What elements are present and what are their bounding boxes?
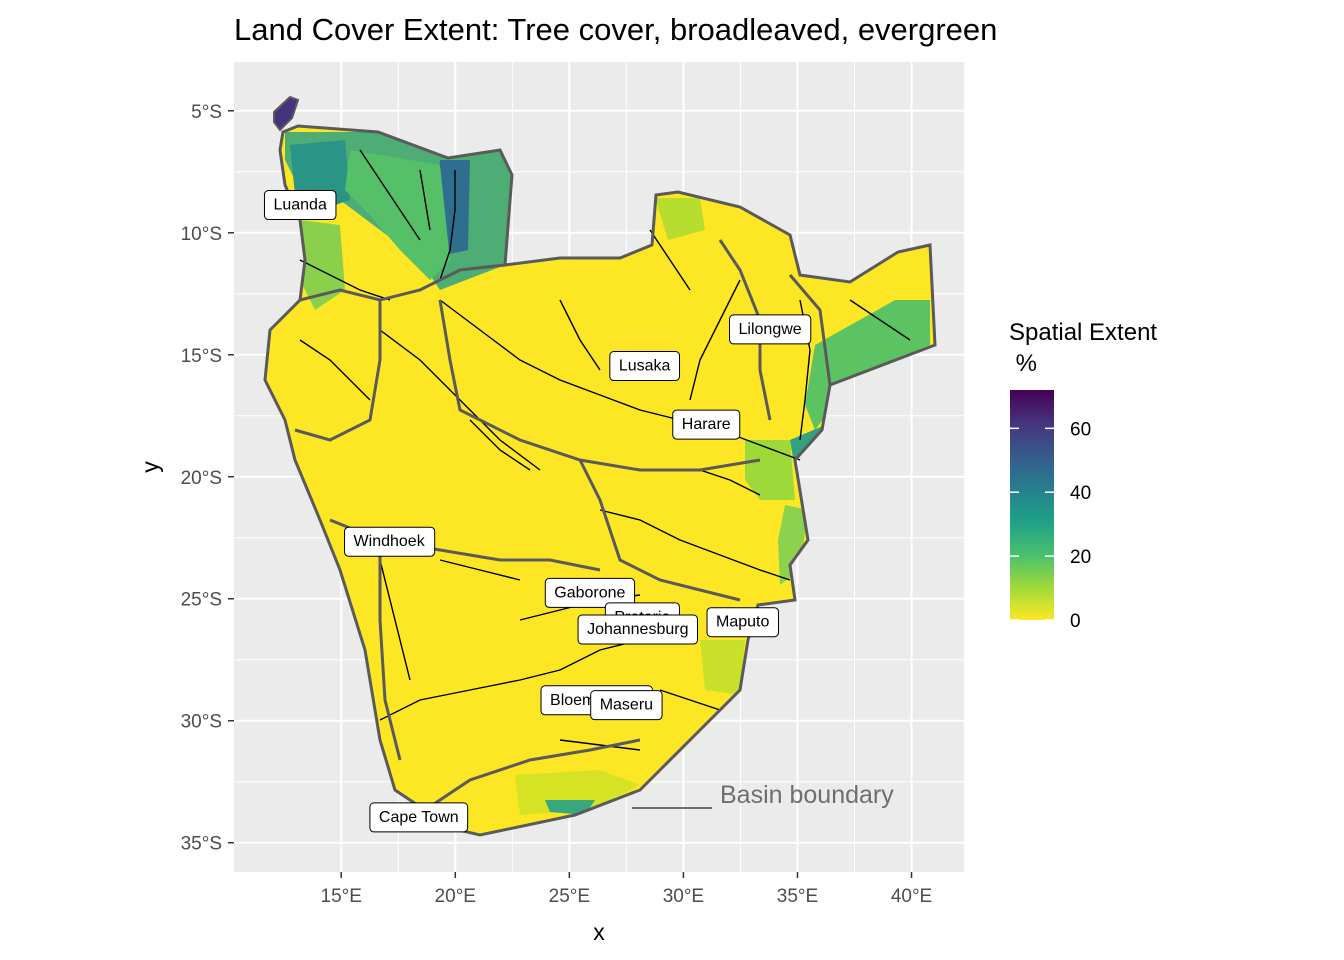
legend-tick-label: 40 [1070,483,1091,504]
cover-patch-kasai-green [345,150,450,280]
x-axis-ticks: 15°E 20°E 25°E 30°E 35°E 40°E [321,872,932,907]
city-label: Maseru [590,690,663,721]
river-fish [379,559,411,681]
x-tick-label: 40°E [891,886,932,907]
x-tick-label: 35°E [777,886,818,907]
river-save [699,469,761,496]
x-tick-label: 30°E [663,886,704,907]
city-name: Johannesburg [587,621,688,638]
river-congo-trib2 [419,169,431,231]
y-tick-label: 30°S [181,712,222,733]
cover-patch-mozambique-central [745,440,795,500]
city-label: Johannesburg [577,614,698,645]
basin-divide-congo [299,263,506,302]
river-cunene [299,339,371,401]
basin-divide-limpopo [578,459,741,602]
river-limpopo [599,509,791,581]
river-luangwa [689,279,741,401]
city-name: Lusaka [619,358,671,375]
basin-divide-rovuma [788,274,832,386]
basin-divide-southcoast [424,738,641,812]
legend: Spatial Extent % 0 20 40 60 [1009,319,1157,632]
city-label-box [263,190,337,221]
river-cuando [469,419,531,471]
y-axis-title: y [137,461,163,473]
city-label: Cape Town [369,802,469,833]
city-name: Cape Town [379,809,459,826]
x-axis-title: x [593,919,605,945]
city-label: Lilongwe [729,314,812,345]
legend-title-line2: % [1009,350,1037,377]
city-label: Lusaka [609,351,681,382]
legend-tick-label: 0 [1070,611,1081,632]
y-tick-label: 10°S [181,224,222,245]
legend-colorbar [1010,390,1054,620]
map-title: Land Cover Extent: Tree cover, broadleav… [234,12,997,47]
cover-patch-eastern-cape [515,770,640,815]
basin-divide-zambezi-south [438,299,761,472]
city-label-box [544,577,636,608]
river-rovuma [849,299,911,341]
cover-patch-kwazulu [700,640,745,695]
river-great-fish [559,739,641,751]
y-tick-label: 25°S [181,590,222,611]
river-molopo [439,559,521,581]
y-axis-ticks: 5°S 10°S 15°S 20°S 25°S 30°S 35°S [181,102,234,855]
x-tick-label: 20°E [435,886,476,907]
river-orange [379,639,641,721]
legend-ticks: 0 20 40 60 [1010,419,1091,632]
city-label-box [577,614,698,645]
x-tick-label: 15°E [321,886,362,907]
city-name: Harare [682,416,731,433]
city-label-box [706,607,779,638]
coast-outline [263,124,937,837]
land-region [265,126,935,835]
river-malawi-trib [649,229,691,291]
city-label-box [672,409,741,440]
city-label-box [590,690,663,721]
city-label: Luanda [263,190,337,221]
legend-title-line1: Spatial Extent [1009,319,1157,346]
basin-boundaries [263,124,937,837]
city-label-box [729,314,812,345]
legend-tick-label: 60 [1070,419,1091,440]
cover-patch-tanganyika [655,198,705,240]
city-name: Maseru [600,697,653,714]
legend-tick-label: 20 [1070,547,1091,568]
river-kwanza [299,259,391,301]
cover-patch-cabinda [273,95,300,132]
y-tick-label: 5°S [191,102,222,123]
city-label: Harare [672,409,741,440]
city-name: Luanda [273,197,326,214]
city-label: Maputo [706,607,779,638]
city-name: Lilongwe [739,321,802,338]
river-congo-trib1 [359,149,421,241]
river-kasai [439,170,456,281]
city-name: Maputo [716,614,769,631]
city-name: Gaborone [554,584,625,601]
cover-patch-coast-angola [300,220,345,310]
x-tick-label: 25°E [549,886,590,907]
river-tugela [659,689,721,711]
y-tick-label: 35°S [181,834,222,855]
city-label: Windhoek [344,526,436,557]
city-label-box [369,802,469,833]
basin-divide-angola [294,300,382,442]
river-zambezi [439,299,801,461]
city-label-box [609,351,681,382]
y-tick-label: 15°S [181,346,222,367]
city-name: Windhoek [354,533,426,550]
river-okavango [379,329,541,471]
basin-boundary-label: Basin boundary [720,781,894,809]
y-tick-label: 20°S [181,468,222,489]
city-label: Gaborone [544,577,636,608]
city-label-box [344,526,436,557]
river-kafue [559,299,601,371]
basin-divide-namib [378,540,402,761]
city-labels: Luanda Lilongwe Lusaka Harare Windhoek Gaboro… [263,190,812,833]
